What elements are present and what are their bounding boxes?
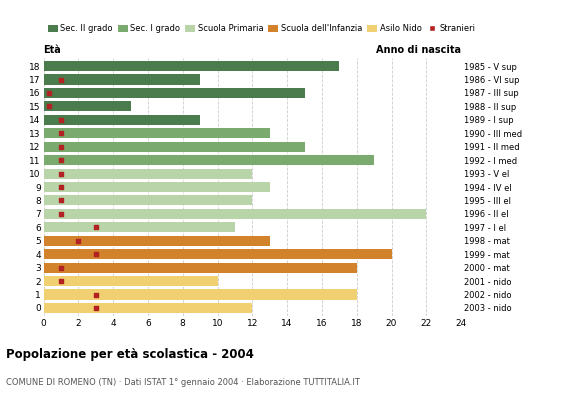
Point [56, 211, 66, 217]
Text: Popolazione per età scolastica - 2004: Popolazione per età scolastica - 2004 [6, 348, 253, 361]
Point [56, 76, 66, 83]
Point [44, 103, 53, 110]
Bar [44, 74, 200, 84]
Point [56, 157, 66, 163]
Bar [44, 195, 252, 206]
Point [56, 264, 66, 271]
Point [56, 130, 66, 136]
Bar [44, 209, 426, 219]
Bar [44, 115, 200, 125]
Bar [44, 101, 130, 112]
Point [56, 278, 66, 284]
Bar [44, 61, 339, 71]
Point [56, 117, 66, 123]
Point [56, 170, 66, 177]
Bar [44, 236, 270, 246]
Point [91, 251, 100, 257]
Text: Età: Età [44, 46, 61, 56]
Point [56, 197, 66, 204]
Bar [44, 249, 392, 259]
Bar [44, 88, 304, 98]
Point [56, 184, 66, 190]
Bar [44, 168, 252, 179]
Bar [44, 128, 270, 138]
Text: COMUNE DI ROMENO (TN) · Dati ISTAT 1° gennaio 2004 · Elaborazione TUTTITALIA.IT: COMUNE DI ROMENO (TN) · Dati ISTAT 1° ge… [6, 378, 360, 387]
Bar [44, 303, 252, 313]
Point [91, 305, 100, 311]
Bar [44, 276, 218, 286]
Bar [44, 290, 357, 300]
Bar [44, 142, 304, 152]
Bar [44, 262, 357, 273]
Point [56, 144, 66, 150]
Text: Anno di nascita: Anno di nascita [376, 46, 461, 56]
Point [74, 238, 83, 244]
Bar [44, 222, 235, 232]
Bar [44, 155, 374, 165]
Point [91, 291, 100, 298]
Point [91, 224, 100, 230]
Bar [44, 182, 270, 192]
Point [44, 90, 53, 96]
Legend: Sec. II grado, Sec. I grado, Scuola Primaria, Scuola dell'Infanzia, Asilo Nido, : Sec. II grado, Sec. I grado, Scuola Prim… [48, 24, 475, 33]
